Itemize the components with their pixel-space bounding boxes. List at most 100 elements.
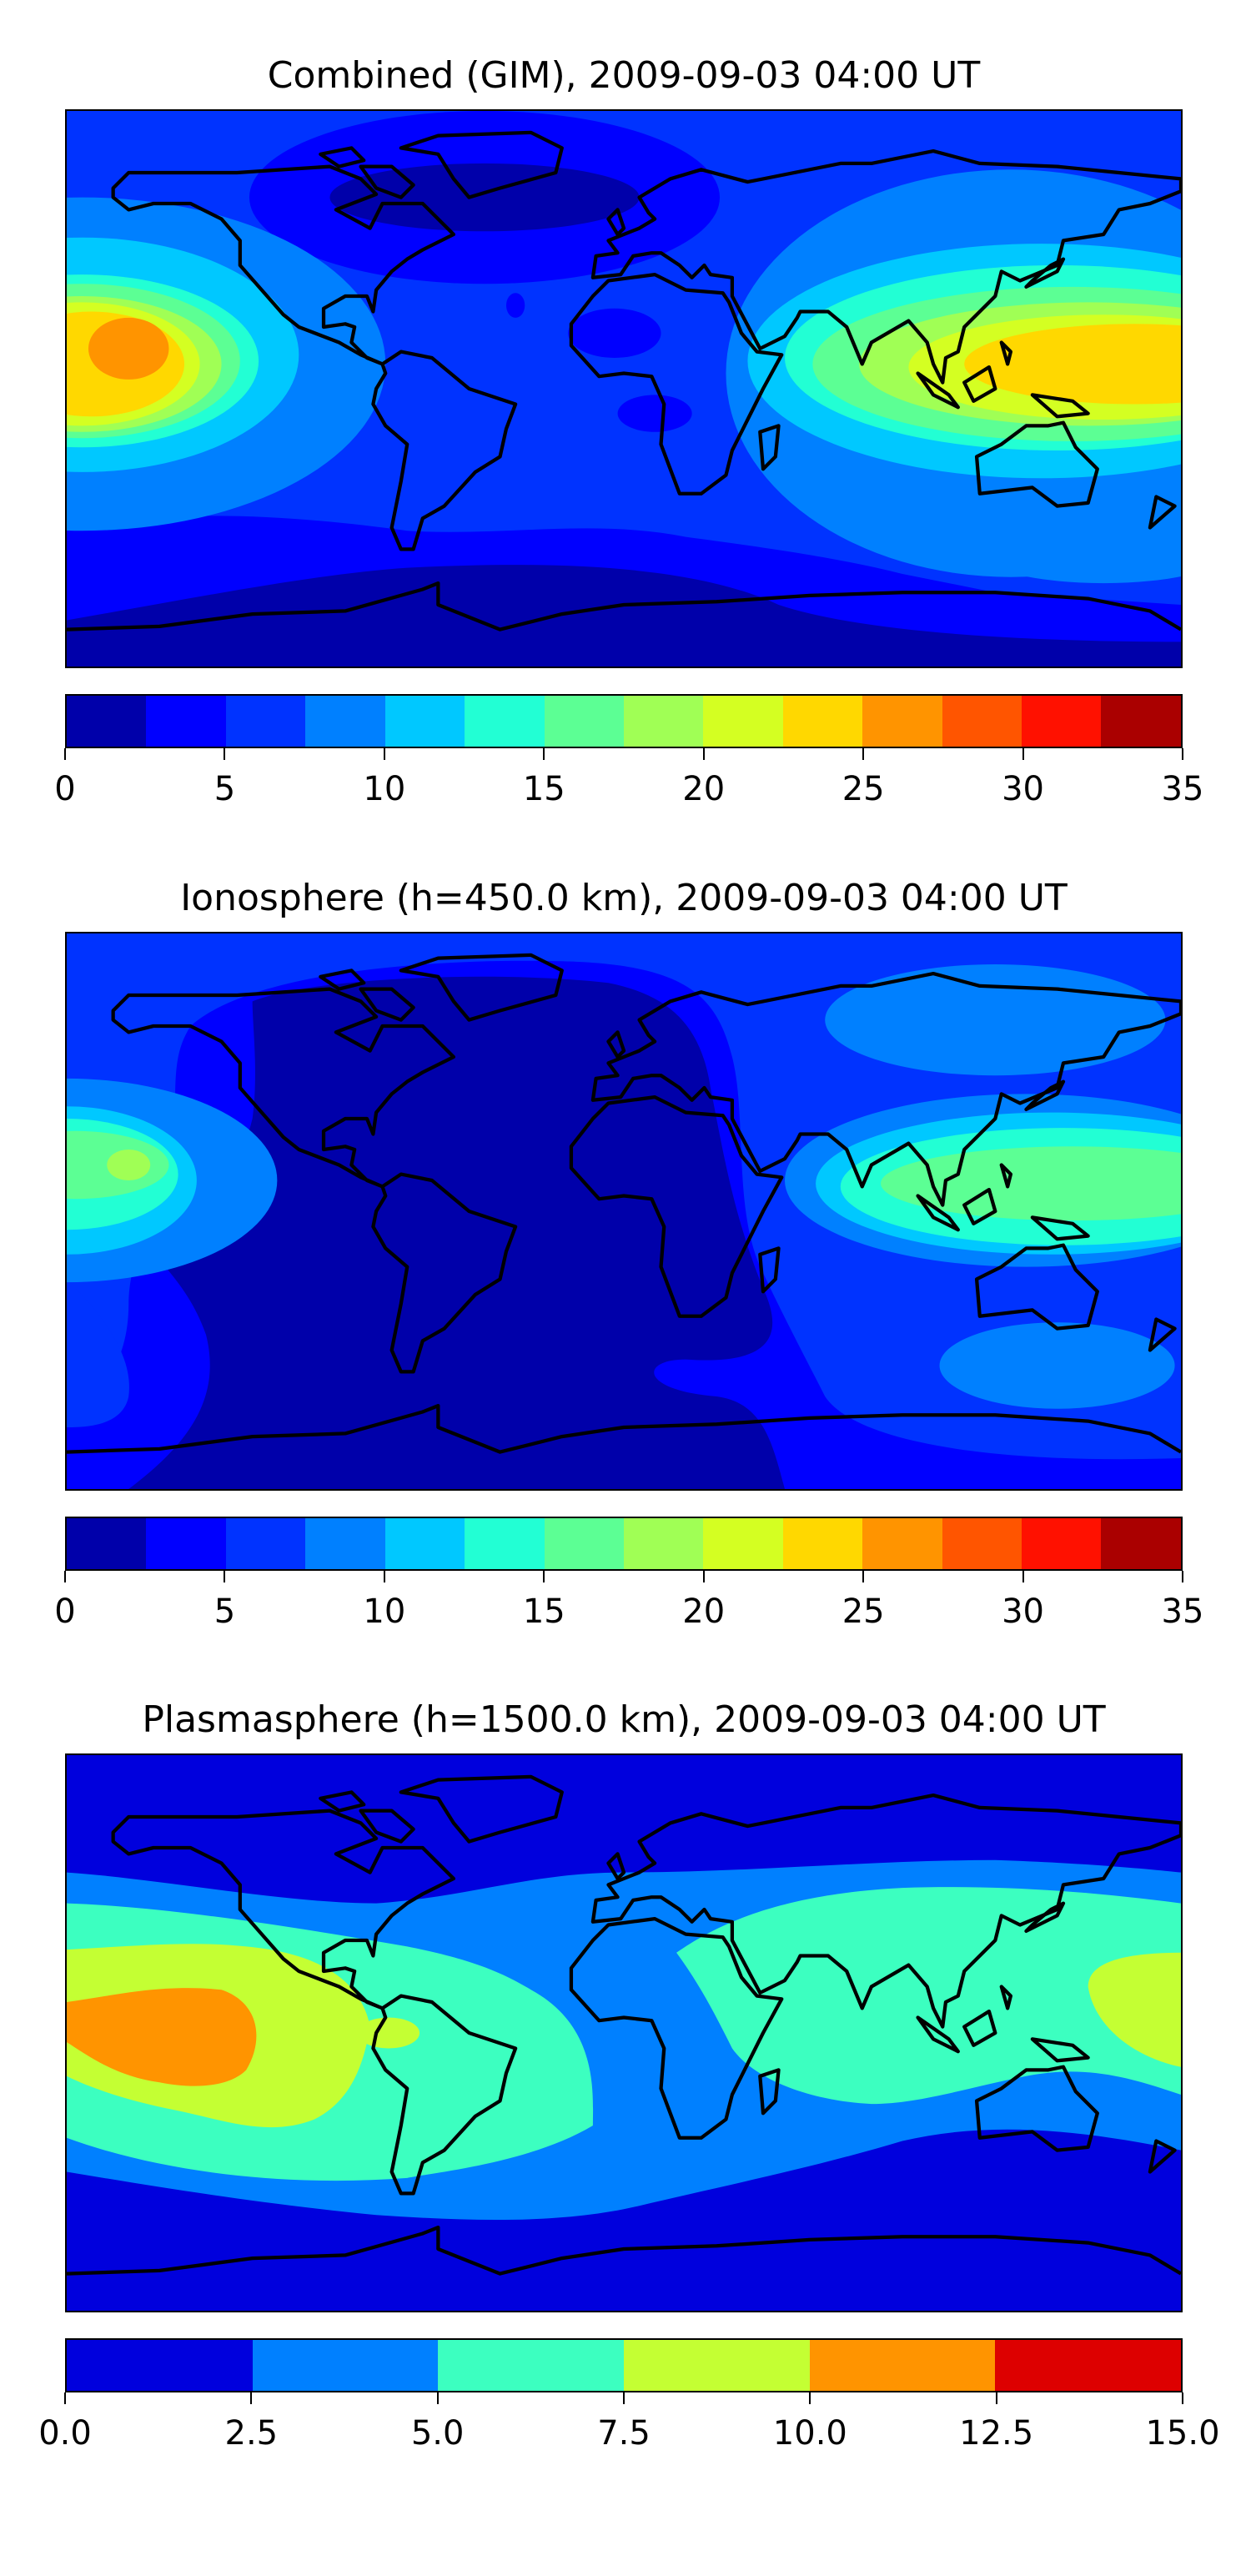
colorbar-tick-mark bbox=[862, 748, 865, 760]
colorbar-tick-label: 30 bbox=[1002, 770, 1045, 808]
colorbar-segment bbox=[305, 696, 385, 747]
colorbar-tick-mark bbox=[1182, 1571, 1183, 1582]
contour-map bbox=[67, 1755, 1181, 2311]
colorbar-tick-label: 5 bbox=[214, 770, 236, 808]
colorbar-tick-mark bbox=[543, 748, 545, 760]
contour-level-7.5-10 bbox=[939, 1322, 1175, 1409]
colorbar-segment bbox=[544, 1518, 624, 1569]
panel-ionosphere: Ionosphere (h=450.0 km), 2009-09-03 04:0… bbox=[0, 877, 1251, 1754]
contour-level-10-12.5 bbox=[67, 1988, 257, 2086]
colorbar-tick-mark bbox=[995, 2392, 997, 2404]
colorbar-segment bbox=[384, 1518, 465, 1569]
panel-combined: Combined (GIM), 2009-09-03 04:00 UT bbox=[0, 54, 1251, 932]
colorbar-tick-label: 35 bbox=[1161, 770, 1204, 808]
colorbar-segment bbox=[703, 1518, 783, 1569]
colorbar-segment bbox=[782, 696, 863, 747]
colorbar-segment bbox=[862, 1518, 942, 1569]
colorbar-ticks: 0 5 10 15 20 25 30 35 bbox=[54, 748, 1203, 815]
colorbar-tick-mark bbox=[809, 2392, 811, 2404]
contour-level-25-27.5 bbox=[88, 317, 169, 380]
contour-level-2.5-5 bbox=[617, 395, 692, 432]
colorbar-segment bbox=[67, 2340, 253, 2391]
contour-level-7.5-10 bbox=[357, 2017, 420, 2049]
colorbar-tick-label: 35 bbox=[1161, 1592, 1204, 1631]
panel-plasmasphere: Plasmasphere (h=1500.0 km), 2009-09-03 0… bbox=[0, 1698, 1251, 2576]
contour-map bbox=[67, 111, 1181, 667]
colorbar-tick-label: 10.0 bbox=[772, 2414, 847, 2453]
contour-map bbox=[67, 933, 1181, 1489]
colorbar-tick-label: 12.5 bbox=[959, 2414, 1034, 2453]
colorbar-tick-label: 0 bbox=[54, 1592, 76, 1631]
colorbar-segment bbox=[1101, 696, 1181, 747]
colorbar-tick-mark bbox=[1182, 2392, 1183, 2404]
colorbar-segment bbox=[225, 696, 306, 747]
colorbar-segment bbox=[782, 1518, 863, 1569]
colorbar-tick-label: 30 bbox=[1002, 1592, 1045, 1631]
colorbar-tick-mark bbox=[1022, 748, 1024, 760]
colorbar-tick-mark bbox=[1182, 748, 1183, 760]
colorbar-tick-mark bbox=[250, 2392, 253, 2404]
colorbar-segment bbox=[1022, 1518, 1102, 1569]
colorbar bbox=[65, 1517, 1183, 1571]
colorbar-segment bbox=[624, 2340, 810, 2391]
colorbar-segment bbox=[252, 2340, 439, 2391]
colorbar-tick-mark bbox=[64, 748, 66, 760]
colorbar-segment bbox=[438, 2340, 625, 2391]
colorbar-segment bbox=[67, 1518, 147, 1569]
colorbar bbox=[65, 694, 1183, 748]
map-combined bbox=[65, 109, 1183, 668]
colorbar-segment bbox=[146, 1518, 226, 1569]
colorbar-ticks: 0 5 10 15 20 25 30 35 bbox=[54, 1571, 1203, 1638]
colorbar-segment bbox=[942, 696, 1022, 747]
colorbar-tick-label: 25 bbox=[842, 1592, 885, 1631]
contour-level-2.5-5 bbox=[568, 308, 661, 358]
contour-level-7.5-10 bbox=[825, 964, 1166, 1076]
colorbar-tick-mark bbox=[383, 748, 385, 760]
colorbar-tick-mark bbox=[543, 1571, 545, 1582]
colorbar-segment bbox=[809, 2340, 996, 2391]
colorbar-tick-label: 5 bbox=[214, 1592, 236, 1631]
colorbar-segment bbox=[384, 696, 465, 747]
chart-title: Combined (GIM), 2009-09-03 04:00 UT bbox=[267, 54, 981, 97]
colorbar-tick-label: 20 bbox=[682, 1592, 726, 1631]
colorbar-tick-label: 0 bbox=[54, 770, 76, 808]
colorbar-segment bbox=[1101, 1518, 1181, 1569]
colorbar-tick-mark bbox=[702, 1571, 705, 1582]
colorbar-tick-label: 15 bbox=[522, 770, 565, 808]
colorbar-tick-mark bbox=[224, 748, 226, 760]
colorbar-segment bbox=[862, 696, 942, 747]
contour-level-22.5-25 bbox=[964, 324, 1181, 405]
map-plasmasphere bbox=[65, 1753, 1183, 2312]
colorbar-segment bbox=[942, 1518, 1022, 1569]
colorbar-segment bbox=[465, 696, 545, 747]
colorbar-tick-label: 7.5 bbox=[597, 2414, 651, 2453]
contour-level-2.5-5 bbox=[505, 293, 525, 318]
colorbar-segment bbox=[995, 2340, 1182, 2391]
colorbar-segment bbox=[465, 1518, 545, 1569]
colorbar-tick-label: 25 bbox=[842, 770, 885, 808]
contour-level-0-2.5 bbox=[128, 976, 785, 1489]
colorbar-tick-label: 0.0 bbox=[38, 2414, 92, 2453]
colorbar-segment bbox=[623, 1518, 704, 1569]
colorbar-tick-mark bbox=[702, 748, 705, 760]
contour-level-7.5-10 bbox=[979, 521, 1181, 584]
colorbar-tick-label: 15.0 bbox=[1145, 2414, 1220, 2453]
colorbar-tick-mark bbox=[224, 1571, 226, 1582]
colorbar-tick-mark bbox=[383, 1571, 385, 1582]
contour-level-5-7.5 bbox=[67, 1279, 129, 1427]
colorbar-ticks: 0.0 2.5 5.0 7.5 10.0 12.5 15.0 bbox=[38, 2392, 1220, 2459]
colorbar-tick-label: 10 bbox=[363, 1592, 406, 1631]
colorbar-segment bbox=[67, 696, 147, 747]
colorbar-tick-label: 5.0 bbox=[410, 2414, 465, 2453]
contour-level-7.5-10 bbox=[1088, 1952, 1181, 2067]
colorbar-tick-mark bbox=[436, 2392, 439, 2404]
contour-level-0-2.5 bbox=[329, 163, 640, 232]
colorbar-tick-label: 20 bbox=[682, 770, 726, 808]
contour-level-0-2.5 bbox=[67, 565, 1181, 667]
chart-title: Ionosphere (h=450.0 km), 2009-09-03 04:0… bbox=[180, 877, 1068, 919]
colorbar-segment bbox=[146, 696, 226, 747]
colorbar-tick-label: 2.5 bbox=[224, 2414, 279, 2453]
colorbar-segment bbox=[623, 696, 704, 747]
colorbar-tick-mark bbox=[862, 1571, 865, 1582]
colorbar-tick-mark bbox=[64, 2392, 66, 2404]
